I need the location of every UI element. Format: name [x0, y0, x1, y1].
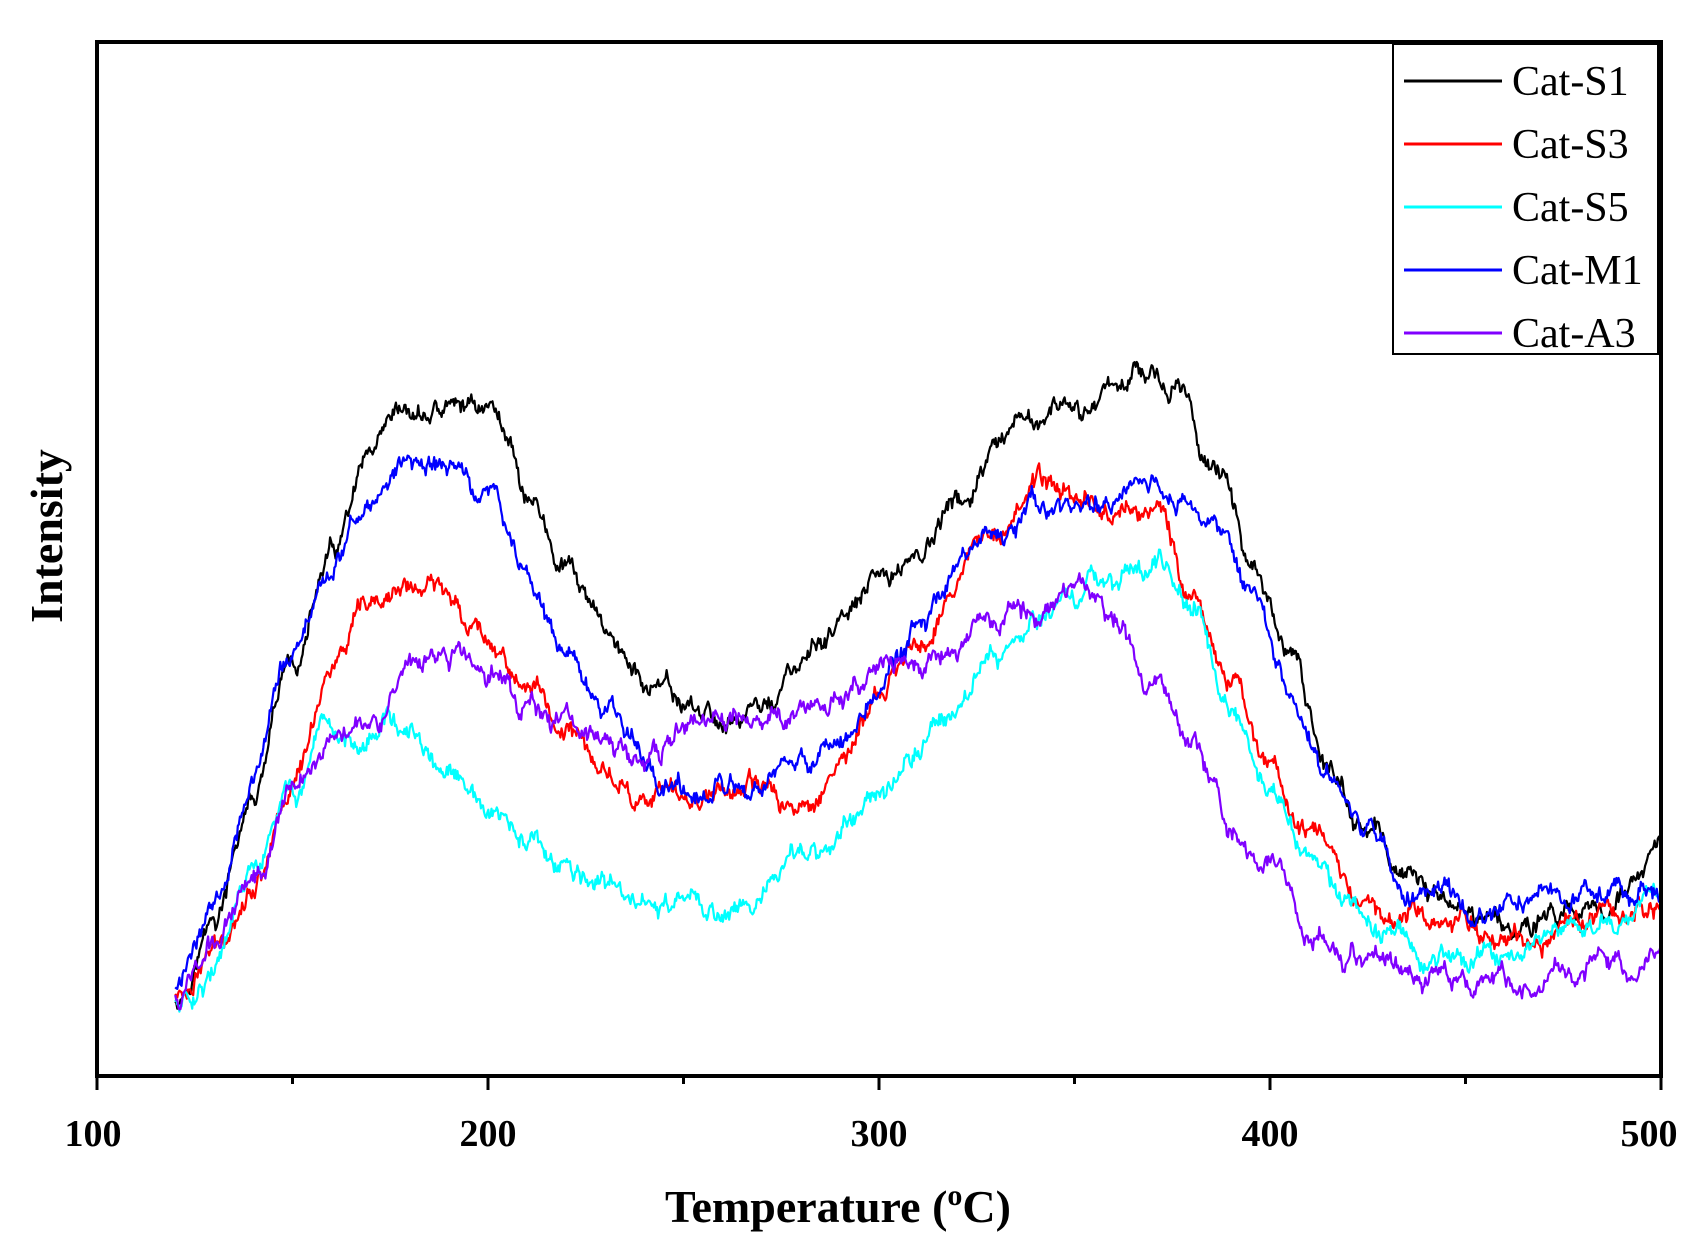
x-axis-title: Temperature (oC) [665, 1179, 1011, 1232]
x-tick-label-200: 200 [460, 1113, 517, 1155]
x-axis-title-sup: o [947, 1179, 962, 1212]
legend-label-cat-m1: Cat-M1 [1512, 248, 1643, 294]
x-axis: 100 200 300 400 500 [65, 1076, 1678, 1155]
x-tick-label-500: 500 [1621, 1113, 1678, 1155]
legend-label-cat-s3: Cat-S3 [1512, 122, 1629, 168]
legend-label-cat-s5: Cat-S5 [1512, 185, 1629, 231]
series-line-cat-a3 [174, 572, 1662, 1011]
x-tick-label-100: 100 [65, 1113, 122, 1155]
series-line-cat-m1 [174, 454, 1662, 990]
series-line-cat-s1 [174, 360, 1663, 1010]
x-axis-title-main: Temperature ( [665, 1181, 947, 1232]
x-tick-label-300: 300 [851, 1113, 908, 1155]
x-axis-title-suffix: C) [962, 1181, 1011, 1232]
series-line-cat-s5 [174, 548, 1663, 1013]
y-axis-title: Intensity [21, 449, 72, 623]
series-layer [174, 360, 1663, 1013]
legend-label-cat-s1: Cat-S1 [1512, 59, 1629, 105]
legend-box [1392, 43, 1659, 355]
x-tick-label-400: 400 [1242, 1113, 1299, 1155]
legend: Cat-S1 Cat-S3 Cat-S5 Cat-M1 Cat-A3 [1392, 43, 1659, 357]
legend-label-cat-a3: Cat-A3 [1512, 311, 1636, 357]
